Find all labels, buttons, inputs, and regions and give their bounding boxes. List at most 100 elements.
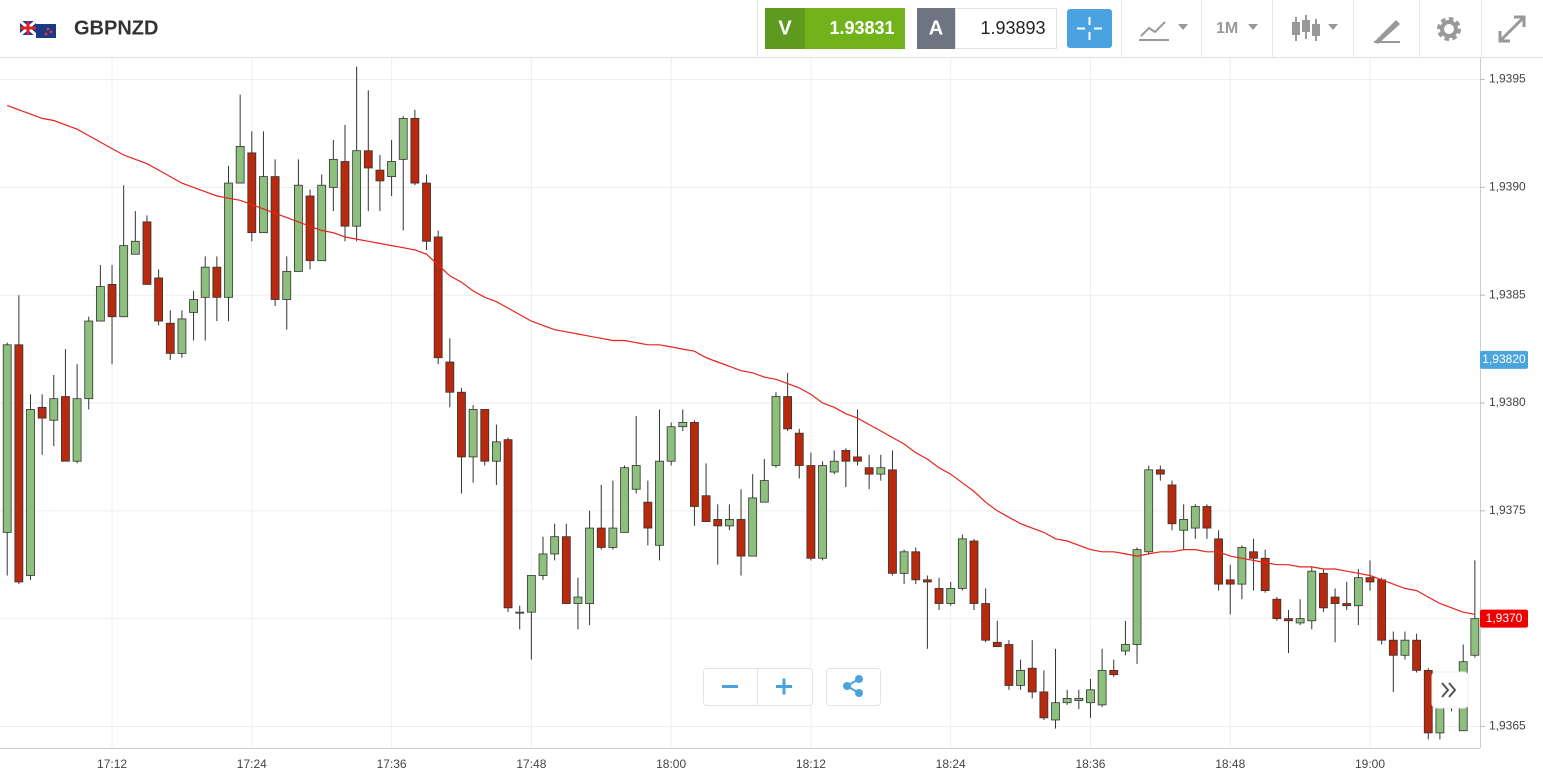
candle-body [748,497,758,557]
candle-body [655,460,664,546]
candle-body [1249,551,1258,559]
x-tick-label: 18:36 [1075,757,1105,771]
candle-body [1132,549,1142,645]
candle-body [1214,538,1223,585]
candle-body [957,538,967,589]
candle-body [736,519,746,557]
candle-body [526,575,536,613]
zoom-in[interactable] [776,678,792,695]
candle-body [864,467,874,475]
candle-body [981,603,991,641]
candle-body [1330,596,1340,604]
candle-body [561,536,571,604]
scroll-latest-button[interactable] [1431,671,1469,709]
candle-body [1423,669,1433,734]
candle-body [1144,469,1154,553]
x-tick-label: 18:24 [936,757,966,771]
candle-body [818,465,827,559]
candle-body [771,396,781,466]
y-tick-label: 1,9365 [1489,719,1526,733]
candle-body [200,266,210,298]
candle-body [1074,698,1084,701]
sell-button[interactable]: V 1.93831 [765,8,905,49]
candle-body [701,495,711,522]
candle-body [387,161,396,177]
candle-body [1225,579,1235,585]
y-tick-label: 1,9380 [1489,395,1526,409]
candle-body [328,158,338,188]
candle-body [398,117,408,160]
candle-body [282,271,292,300]
drawing-tools-button[interactable] [1374,20,1400,44]
candle-body [841,450,851,462]
candle-body [1062,698,1072,704]
candle-body [107,284,117,318]
candle-body [969,540,979,604]
candle-body [724,519,734,527]
symbol: GBPNZD [74,17,158,39]
candle-body [1109,669,1119,676]
candle-body [1016,669,1025,686]
candle-body [1295,618,1305,624]
candle-body [1435,704,1445,734]
candle-body [1179,519,1189,531]
x-tick-label: 18:12 [796,757,826,771]
candle-body [1155,469,1165,475]
candle-body [189,299,198,313]
candle-body [503,439,513,609]
settings-button[interactable] [1437,17,1461,41]
x-tick-label: 17:48 [516,757,546,771]
candle-body [538,553,548,576]
x-tick-label: 17:36 [377,757,407,771]
chart-type-button[interactable] [1139,21,1188,41]
candle-body [26,409,35,576]
timeframe-button[interactable]: 1M [1216,20,1258,37]
candle-body [49,398,59,421]
share-button[interactable] [843,675,863,697]
candle-body [1342,603,1352,607]
candle-body [340,161,350,227]
candle-body [468,409,478,458]
candle-style-button[interactable] [1292,15,1338,41]
candle-body [631,465,641,490]
fullscreen-button[interactable] [1498,15,1526,43]
candle-body [1272,598,1282,620]
candle-body [596,527,606,548]
candle-body [119,245,129,318]
candle-body [713,519,723,527]
candle-body [1353,577,1363,607]
candle-body [829,460,839,473]
price-marker [1480,350,1528,369]
buy-price: 1.93893 [980,18,1045,38]
sell-label: V [778,17,792,39]
candle-body [433,236,443,359]
candle-body [620,467,629,533]
candle-body [1086,689,1095,704]
price-marker [1480,609,1528,628]
candle-body [1004,644,1014,686]
candle-body [1039,691,1049,719]
candle-body [492,441,501,462]
candle-body [911,551,921,581]
candle-body [177,318,187,354]
candle-body [37,406,47,419]
zoom-controls [703,668,881,706]
x-tick-label: 18:00 [656,757,686,771]
crosshair-button[interactable] [1067,9,1112,48]
candle-body [946,588,956,604]
candle-body [515,611,525,614]
buy-button[interactable]: A 1.93893 [917,8,1057,49]
moving-average [6,104,1475,615]
candle-body [1470,618,1480,656]
price-marker-label: 1,9370 [1486,611,1523,625]
candle-body [1377,579,1387,641]
candle-body [1121,644,1130,652]
candle-body [1412,639,1422,671]
candle-body [573,596,583,604]
candle-body [224,182,233,298]
candle-body [317,184,327,262]
candle-body [61,396,70,462]
candle-body [585,527,594,604]
candle-body [934,588,944,604]
